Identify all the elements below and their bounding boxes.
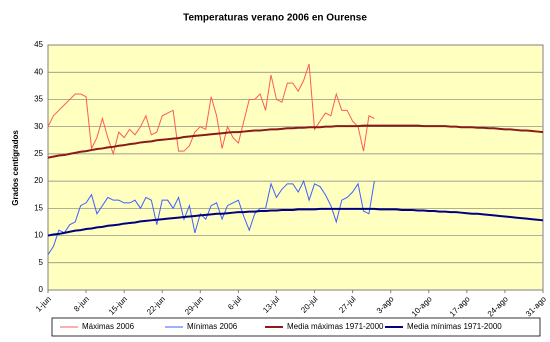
series-line [47, 207, 544, 237]
y-tick-label: 10 [34, 231, 43, 240]
legend [51, 317, 541, 337]
x-tick-label: 22-jun [145, 295, 167, 317]
y-axis-label: Grados centígrados [11, 130, 20, 206]
y-tick-label: 25 [34, 149, 43, 158]
x-tick-label: 10-ago [410, 294, 434, 318]
x-tick-label: 3-ago [375, 294, 396, 315]
x-tick-label: 15-jun [107, 295, 129, 317]
y-tick-label: 35 [34, 95, 43, 104]
y-tick-label: 30 [34, 122, 43, 131]
x-tick-label: 1-jun [34, 295, 53, 314]
series-line [47, 63, 375, 156]
y-tick-label: 20 [34, 176, 43, 185]
series-line [47, 124, 544, 159]
x-tick-label: 24-ago [486, 294, 510, 318]
x-tick-label: 13-jul [261, 294, 281, 314]
x-tick-label: 27-jul [337, 294, 357, 314]
y-tick-label: 40 [34, 67, 43, 76]
y-tick-label: 15 [34, 203, 43, 212]
x-tick-label: 29-jun [183, 295, 205, 317]
x-tick-label: 8-jun [72, 295, 91, 314]
legend-label: Media mínimas 1971-2000 [407, 322, 502, 331]
chart-title: Temperaturas verano 2006 en Ourense [183, 13, 367, 24]
x-tick-label: 31-ago [524, 294, 548, 318]
legend-label: Máximas 2006 [82, 322, 135, 331]
legend-label: Media máximas 1971-2000 [287, 322, 384, 331]
x-tick-label: 6-jul [226, 294, 243, 311]
y-tick-label: 0 [39, 285, 44, 294]
y-tick-label: 45 [34, 40, 43, 49]
series-line [47, 179, 375, 255]
plot-area [47, 44, 544, 291]
x-tick-label: 20-jul [299, 294, 319, 314]
x-tick-label: 17-ago [448, 294, 472, 318]
legend-label: Mínimas 2006 [187, 322, 238, 331]
y-tick-label: 5 [39, 258, 44, 267]
